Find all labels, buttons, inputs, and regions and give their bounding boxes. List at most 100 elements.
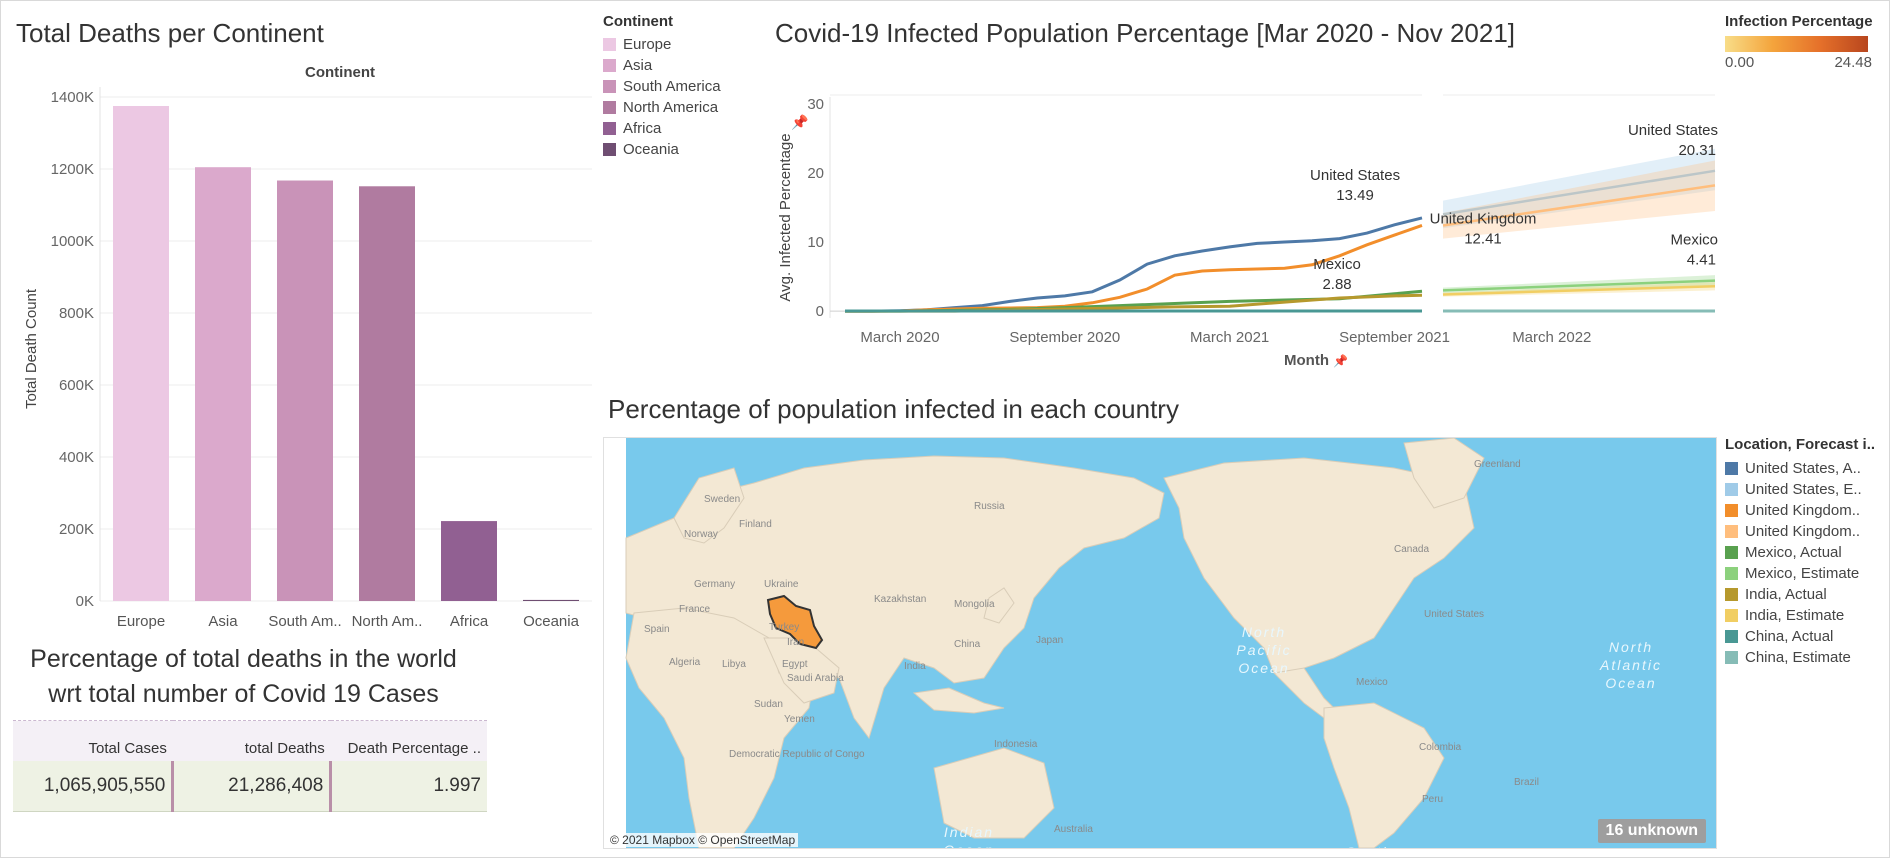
line-y-tick-label: 0: [816, 303, 824, 320]
map-label-egypt: Egypt: [782, 659, 808, 670]
continent-legend-item[interactable]: Africa: [603, 118, 753, 139]
world-map[interactable]: Russia Sweden Finland Norway Germany Ukraine F…: [603, 437, 1717, 849]
map-label-south: South: [1324, 843, 1414, 848]
line-x-tick-label: March 2021: [1190, 329, 1269, 346]
annotation-label: Mexico: [1313, 256, 1361, 273]
map-label-india: India: [904, 661, 926, 672]
forecast-legend-item[interactable]: United States, E..: [1725, 479, 1885, 500]
continent-legend-item[interactable]: Europe: [603, 34, 753, 55]
x-pin-icon[interactable]: 📌: [1333, 354, 1349, 368]
unknown-badge[interactable]: 16 unknown: [1597, 819, 1706, 843]
infection-legend-max: 24.48: [1834, 54, 1872, 71]
forecast-legend-item[interactable]: Mexico, Actual: [1725, 542, 1885, 563]
death-table-title-line1: Percentage of total deaths in the world: [30, 645, 457, 673]
line-united-kingdom-estimate[interactable]: [1442, 184, 1716, 227]
continent-legend-label: Oceania: [623, 141, 679, 158]
line-pane-gap: [1422, 93, 1443, 324]
line-india-estimate[interactable]: [1442, 284, 1716, 296]
infection-legend-title: Infection Percentage: [1725, 13, 1873, 30]
map-label-spain: Spain: [644, 624, 670, 635]
continent-legend-swatch: [603, 80, 616, 93]
iran-highlight[interactable]: [766, 594, 824, 650]
bar-africa[interactable]: [441, 521, 497, 601]
forecast-legend-item[interactable]: United States, A..: [1725, 458, 1885, 479]
indonesia-land: [912, 687, 1005, 714]
forecast-legend-label: China, Actual: [1745, 628, 1834, 645]
map-label-canada: Canada: [1394, 544, 1430, 555]
forecast-legend-item[interactable]: China, Estimate: [1725, 647, 1885, 668]
annotation-label: United States: [1310, 167, 1400, 184]
deaths-chart-title: Total Deaths per Continent: [16, 18, 324, 48]
forecast-legend-swatch: [1725, 525, 1738, 538]
map-label-democratic-republic-of-congo: Democratic Republic of Congo: [729, 749, 865, 760]
forecast-legend-swatch: [1725, 546, 1738, 559]
continent-legend-item[interactable]: Asia: [603, 55, 753, 76]
continent-legend-item[interactable]: South America: [603, 76, 753, 97]
map-label-mexico: Mexico: [1356, 677, 1388, 688]
forecast-legend-swatch: [1725, 630, 1738, 643]
bar-north-am-[interactable]: [359, 186, 415, 601]
map-label-turkey: Turkey: [769, 622, 800, 633]
bar-x-tick-label: Africa: [450, 613, 489, 630]
bar-y-tick-label: 0K: [76, 593, 94, 610]
bar-y-tick-label: 200K: [59, 521, 94, 538]
continent-legend-label: Africa: [623, 120, 662, 137]
map-label-germany: Germany: [694, 579, 736, 590]
continent-legend-title: Continent: [603, 13, 673, 30]
line-x-tick-label: March 2022: [1512, 329, 1591, 346]
forecast-legend-item[interactable]: United Kingdom..: [1725, 500, 1885, 521]
bar-y-tick-label: 1200K: [51, 161, 94, 178]
map-label-iran: Iran: [787, 637, 805, 648]
continent-legend-item[interactable]: Oceania: [603, 139, 753, 160]
map-attribution[interactable]: © 2021 Mapbox © OpenStreetMap: [607, 833, 799, 847]
infection-legend: Infection Percentage 0.00 24.48: [1725, 13, 1873, 71]
line-mexico-estimate[interactable]: [1442, 279, 1716, 292]
forecast-legend-label: United Kingdom..: [1745, 523, 1861, 540]
forecast-legend-item[interactable]: Mexico, Estimate: [1725, 563, 1885, 584]
bar-y-tick-label: 800K: [59, 305, 94, 322]
death-table-title: Percentage of total deaths in the world …: [0, 642, 487, 712]
continent-legend-label: North America: [623, 99, 719, 116]
forecast-legend-swatch: [1725, 651, 1738, 664]
bar-south-am-[interactable]: [277, 180, 333, 601]
forecast-legend-item[interactable]: China, Actual: [1725, 626, 1885, 647]
header-total-cases[interactable]: Total Cases: [13, 720, 173, 761]
scandinavia-land: [673, 467, 745, 544]
cell-total-cases[interactable]: 1,065,905,550: [13, 761, 175, 812]
australia-land: [933, 747, 1055, 839]
infection-legend-min: 0.00: [1725, 54, 1755, 71]
death-table-header-row: Total Cases total Deaths Death Percentag…: [13, 720, 487, 761]
forecast-legend-item[interactable]: India, Actual: [1725, 584, 1885, 605]
annotation-value: 20.31: [1678, 142, 1716, 159]
map-label-kazakhstan: Kazakhstan: [874, 594, 927, 605]
forecast-legend-swatch: [1725, 567, 1738, 580]
greenland-land: [1403, 438, 1485, 509]
continent-legend-swatch: [603, 143, 616, 156]
forecast-legend-label: United States, A..: [1745, 460, 1861, 477]
map-label-peru: Peru: [1422, 794, 1444, 805]
map-label-japan: Japan: [1036, 635, 1064, 646]
line-chart-title: Covid-19 Infected Population Percentage …: [775, 18, 1516, 48]
forecast-legend-swatch: [1725, 609, 1738, 622]
forecast-legend-item[interactable]: India, Estimate: [1725, 605, 1885, 626]
annotation-value: 4.41: [1687, 252, 1716, 269]
map-label-colombia: Colombia: [1419, 742, 1462, 753]
map-label-finland: Finland: [739, 519, 772, 530]
y-pin-icon[interactable]: 📌: [791, 114, 809, 130]
header-total-deaths[interactable]: total Deaths: [172, 720, 331, 761]
south-america-land: [1323, 702, 1445, 848]
bar-oceania[interactable]: [523, 599, 579, 601]
cell-total-deaths[interactable]: 21,286,408: [172, 761, 333, 812]
bar-y-tick-label: 400K: [59, 449, 94, 466]
forecast-legend-item[interactable]: United Kingdom..: [1725, 521, 1885, 542]
bar-asia[interactable]: [195, 167, 251, 601]
forecast-legend-swatch: [1725, 462, 1738, 475]
map-title: Percentage of population infected in eac…: [608, 394, 1179, 424]
line-united-states-estimate[interactable]: [1442, 169, 1716, 216]
continent-legend-item[interactable]: North America: [603, 97, 753, 118]
header-death-percentage[interactable]: Death Percentage ..: [330, 720, 487, 761]
annotation-label: United States: [1628, 122, 1718, 139]
forecast-legend-swatch: [1725, 588, 1738, 601]
cell-death-percentage[interactable]: 1.997: [330, 761, 487, 812]
bar-europe[interactable]: [113, 106, 169, 601]
